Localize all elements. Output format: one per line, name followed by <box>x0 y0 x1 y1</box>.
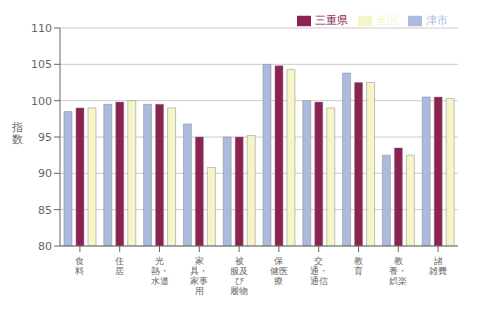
svg-text:交通・通信: 交通・通信 <box>310 256 328 286</box>
svg-text:110: 110 <box>31 22 52 35</box>
svg-text:105: 105 <box>31 58 52 71</box>
html-text:三重県: 三重県 <box>315 14 348 27</box>
svg-text:食料: 食料 <box>75 256 84 276</box>
svg-text:100: 100 <box>31 95 52 108</box>
svg-text:85: 85 <box>38 204 52 217</box>
svg-text:光熱・水道: 光熱・水道 <box>151 256 169 286</box>
svg-text:教育: 教育 <box>354 256 363 276</box>
svg-text:指数: 指数 <box>11 121 23 146</box>
svg-text:家具・家事用: 家具・家事用 <box>190 256 208 296</box>
svg-text:80: 80 <box>38 240 52 253</box>
html-text:全国: 全国 <box>376 14 398 27</box>
svg-text:被服及び履物: 被服及び履物 <box>230 256 248 296</box>
svg-text:保健医療: 保健医療 <box>270 256 288 286</box>
svg-text:住居: 住居 <box>115 256 124 276</box>
html-text:津市: 津市 <box>426 14 448 27</box>
svg-text:90: 90 <box>38 167 52 180</box>
svg-text:95: 95 <box>38 131 52 144</box>
svg-text:教養・娯楽: 教養・娯楽 <box>389 256 407 286</box>
svg-text:諸雑費: 諸雑費 <box>429 256 447 276</box>
